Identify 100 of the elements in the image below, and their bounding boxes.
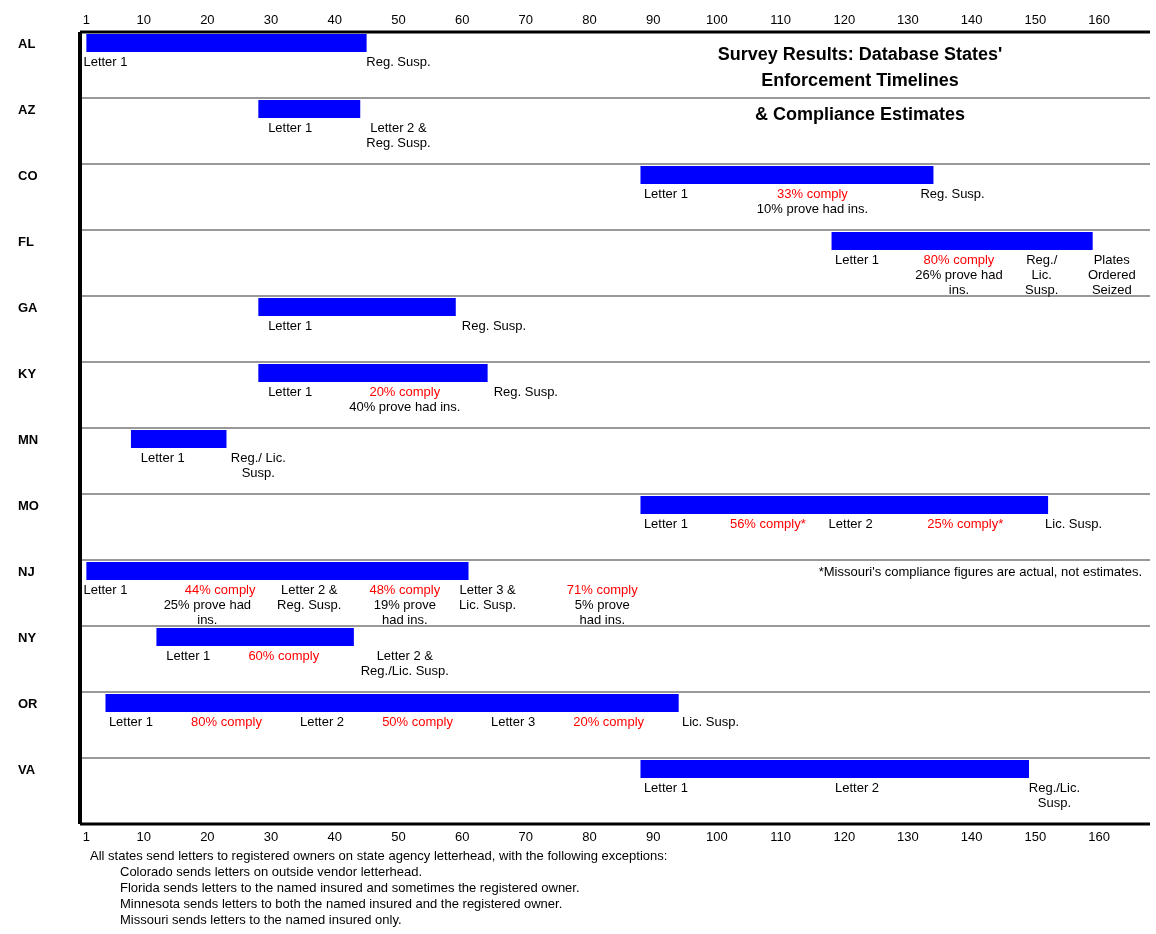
text: All states send letters to registered owners on state agency letterhead, with the following exceptions: (90, 848, 669, 864)
annotation: 10% prove had ins. (756, 201, 869, 216)
annotation: 5% prove had ins. (574, 597, 630, 627)
y-tick-label: CO (18, 168, 38, 183)
y-tick-label: MN (18, 432, 39, 447)
annotation: Letter 1 (643, 516, 688, 531)
annotation: 60% comply (248, 648, 320, 663)
annotation: 50% comply (382, 714, 454, 729)
text: Missouri sends letters to the named insured only. (120, 912, 403, 928)
annotation: Letter 2 & Reg. Susp. (277, 582, 342, 612)
annotation: Letter 1 (268, 120, 313, 135)
x2-tick-label: 150 (1024, 829, 1047, 845)
x-tick-label: 130 (897, 12, 919, 27)
x2-tick-label: 60 (454, 829, 470, 845)
annotation: Letter 3 (491, 714, 536, 729)
annotation: Letter 2 (299, 714, 345, 729)
text: Colorado sends letters on outside vendor letterhead. (120, 864, 424, 880)
annotation: 25% prove had ins. (163, 597, 252, 627)
text: Minnesota sends letters to both the named insured and the registered owner. (120, 896, 564, 912)
annotation: 20% comply (573, 714, 645, 729)
annotation: Letter 2 & Reg./Lic. Susp. (360, 648, 449, 678)
annotation: Reg./ Lic. Susp. (230, 450, 286, 480)
annotation: Letter 1 (268, 318, 313, 333)
annotation: Reg. Susp. (366, 54, 431, 69)
annotation: Lic. Susp. (1045, 516, 1103, 531)
y-tick-label: NJ (18, 564, 35, 579)
annotation: 20% comply (369, 384, 441, 399)
annotation: Letter 2 & Reg. Susp. (366, 120, 431, 150)
annotation: Reg. Susp. (461, 318, 527, 333)
bar (640, 166, 934, 184)
x2-tick-label: 130 (897, 829, 919, 845)
annotation: Reg./ Lic. Susp. (1025, 252, 1059, 297)
x2-tick-label: 30 (263, 829, 279, 845)
x2-tick-label: 90 (645, 829, 661, 845)
x-tick-label: 30 (263, 12, 279, 27)
annotation: Letter 1 (643, 780, 688, 795)
x2-tick-label: 20 (200, 829, 215, 845)
annotation: 80% comply (923, 252, 995, 267)
x-tick-label: 140 (960, 12, 983, 27)
bar (258, 100, 361, 118)
annotation: 19% prove had ins. (373, 597, 436, 627)
y-tick-label: MO (18, 498, 39, 513)
annotation: 56% comply* (729, 516, 806, 531)
x-tick-label: 10 (136, 12, 151, 27)
y-tick-label: NY (18, 630, 37, 645)
x-tick-label: 160 (1088, 12, 1110, 27)
x2-tick-label: 40 (327, 829, 342, 845)
annotation: Plates Ordered Seized (1087, 252, 1136, 297)
x-tick-label: 40 (327, 12, 342, 27)
x2-tick-label: 50 (391, 829, 406, 845)
text: Florida sends letters to the named insured and sometimes the registered owner. (120, 880, 581, 896)
y-tick-label: AZ (18, 102, 36, 117)
x-tick-label: 60 (454, 12, 470, 27)
annotation: Lic. Susp. (681, 714, 740, 729)
x-tick-label: 100 (706, 12, 728, 27)
x2-tick-label: 140 (960, 829, 983, 845)
bar (86, 562, 469, 580)
annotation: 26% prove had ins. (915, 267, 1003, 297)
annotation: Letter 1 (108, 714, 153, 729)
annotation: Letter 1 (83, 54, 128, 69)
bar (831, 232, 1093, 250)
annotation: Letter 2 (828, 516, 873, 531)
y-tick-label: KY (18, 366, 37, 381)
annotation: Letter 1 (834, 252, 880, 267)
annotation: Letter 1 (268, 384, 313, 399)
annotation: 44% comply (184, 582, 257, 597)
x-tick-label: 120 (833, 12, 856, 27)
bar (105, 694, 679, 712)
annotation: 33% comply (777, 186, 849, 201)
x-tick-label: 20 (200, 12, 215, 27)
bar (258, 298, 456, 316)
bar (640, 496, 1049, 514)
annotation: Letter 1 (83, 582, 128, 597)
annotation: 48% comply (369, 582, 441, 597)
x2-tick-label: 70 (518, 829, 534, 845)
annotation: 40% prove had ins. (349, 399, 461, 414)
bar (130, 430, 227, 448)
y-tick-label: OR (18, 696, 39, 711)
annotation: Reg./Lic. Susp. (1028, 780, 1081, 810)
annotation: *Missouri's compliance figures are actual, not estimates. (818, 564, 1142, 579)
annotation: Letter 3 & Lic. Susp. (459, 582, 517, 612)
annotation: Letter 2 (834, 780, 880, 795)
x-tick-label: 50 (391, 12, 406, 27)
bar (640, 760, 1029, 778)
annotation: Letter 1 (643, 186, 688, 201)
x-tick-label: 1 (82, 12, 90, 27)
x2-tick-label: 80 (582, 829, 597, 845)
x2-tick-label: 110 (770, 829, 791, 845)
x2-tick-label: 10 (136, 829, 151, 845)
y-tick-label: GA (18, 300, 39, 315)
x2-tick-label: 120 (833, 829, 856, 845)
annotation: Letter 1 (166, 648, 211, 663)
y-tick-label: FL (18, 234, 34, 249)
annotation: 80% comply (191, 714, 263, 729)
annotation: 25% comply* (927, 516, 1004, 531)
y-tick-label: AL (18, 36, 36, 51)
x-tick-label: 70 (518, 12, 534, 27)
annotation: Reg. Susp. (920, 186, 985, 201)
x2-tick-label: 100 (706, 829, 728, 845)
annotation: Reg. Susp. (493, 384, 558, 399)
